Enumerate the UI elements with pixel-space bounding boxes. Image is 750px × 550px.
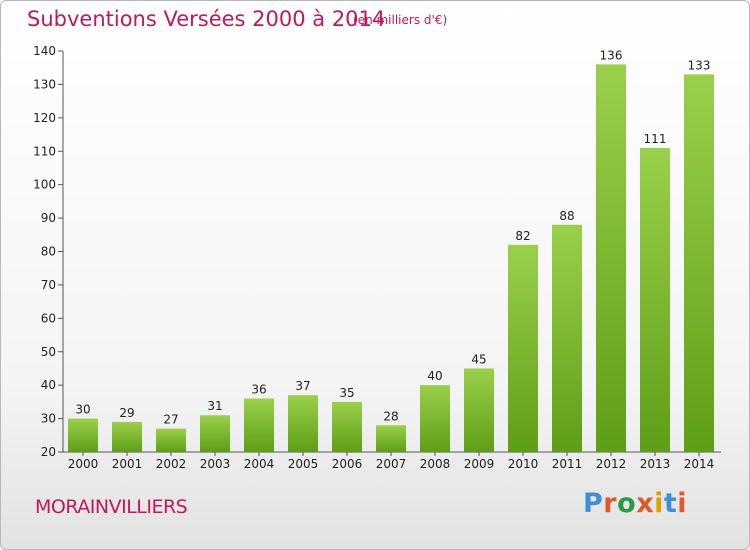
x-tick-label: 2011	[552, 457, 583, 471]
y-tick-label: 100	[33, 178, 56, 192]
bar-value-label: 136	[600, 48, 623, 62]
logo-letter: x	[636, 488, 655, 519]
bar	[244, 398, 274, 452]
axis-layer: 20 30 40 50 60 70 80 90 100 110 120 130 140 2000 2001 2…	[33, 44, 721, 471]
bar	[376, 425, 406, 452]
bar	[288, 395, 318, 452]
chart-title: Subventions Versées 2000 à 2014	[27, 7, 386, 31]
x-tick-label: 2013	[640, 457, 671, 471]
x-tick-label: 2001	[112, 457, 143, 471]
logo-letter: i	[677, 488, 688, 519]
bar	[596, 64, 626, 452]
bar-value-label: 29	[119, 406, 134, 420]
logo-letter: r	[603, 488, 618, 519]
bar	[640, 147, 670, 453]
y-tick-label: 80	[41, 245, 56, 259]
y-tick-label: 20	[41, 445, 56, 459]
bar	[552, 224, 582, 452]
x-tick-label: 2008	[420, 457, 451, 471]
x-tick-label: 2002	[156, 457, 187, 471]
x-tick-label: 2007	[376, 457, 407, 471]
y-tick-label: 90	[41, 211, 56, 225]
bar-value-label: 111	[644, 132, 667, 146]
bar-value-label: 30	[75, 403, 90, 417]
bar	[420, 385, 450, 452]
bar	[508, 244, 538, 452]
y-tick-label: 140	[33, 44, 56, 58]
bar-value-label: 133	[688, 58, 711, 72]
y-tick-label: 130	[33, 77, 56, 91]
x-tick-label: 2005	[288, 457, 319, 471]
bar	[200, 415, 230, 452]
x-tick-label: 2012	[596, 457, 627, 471]
x-tick-label: 2006	[332, 457, 363, 471]
city-name: MORAINVILLIERS	[35, 496, 188, 518]
y-tick-label: 70	[41, 278, 56, 292]
y-tick-label: 120	[33, 111, 56, 125]
bar-value-label: 36	[251, 383, 266, 397]
y-tick-label: 60	[41, 311, 56, 325]
x-tick-label: 2010	[508, 457, 539, 471]
x-tick-label: 2003	[200, 457, 231, 471]
chart-subtitle: (en milliers d'€)	[353, 13, 448, 27]
bar-value-label: 45	[471, 352, 486, 366]
proxiti-logo: Proxiti	[583, 488, 687, 519]
x-tick-label: 2000	[68, 457, 99, 471]
y-tick-label: 40	[41, 378, 56, 392]
bar	[684, 74, 714, 453]
y-tick-label: 30	[41, 412, 56, 426]
bar-value-label: 31	[207, 399, 222, 413]
bar	[332, 401, 362, 452]
bar	[156, 428, 186, 452]
y-tick-label: 50	[41, 345, 56, 359]
logo-letter: o	[617, 488, 637, 519]
x-tick-label: 2004	[244, 457, 275, 471]
bar	[464, 368, 494, 452]
bar-value-label: 35	[339, 386, 354, 400]
bar	[112, 421, 142, 452]
logo-letter: P	[583, 488, 604, 519]
bar-value-label: 82	[515, 229, 530, 243]
logo-letter: i	[654, 488, 664, 519]
x-tick-label: 2014	[684, 457, 715, 471]
y-tick-label: 110	[33, 144, 56, 158]
bar-value-label: 37	[295, 379, 310, 393]
bar-value-label: 40	[427, 369, 442, 383]
bar-value-label: 28	[383, 409, 398, 423]
bars-layer: 30 29 27 31 36 37 35 28 40 45 82 88 136 111 133	[68, 48, 714, 453]
x-tick-label: 2009	[464, 457, 495, 471]
bar-value-label: 88	[559, 209, 574, 223]
bar	[68, 418, 98, 452]
bar-value-label: 27	[163, 413, 178, 427]
logo-letter: t	[663, 488, 678, 519]
